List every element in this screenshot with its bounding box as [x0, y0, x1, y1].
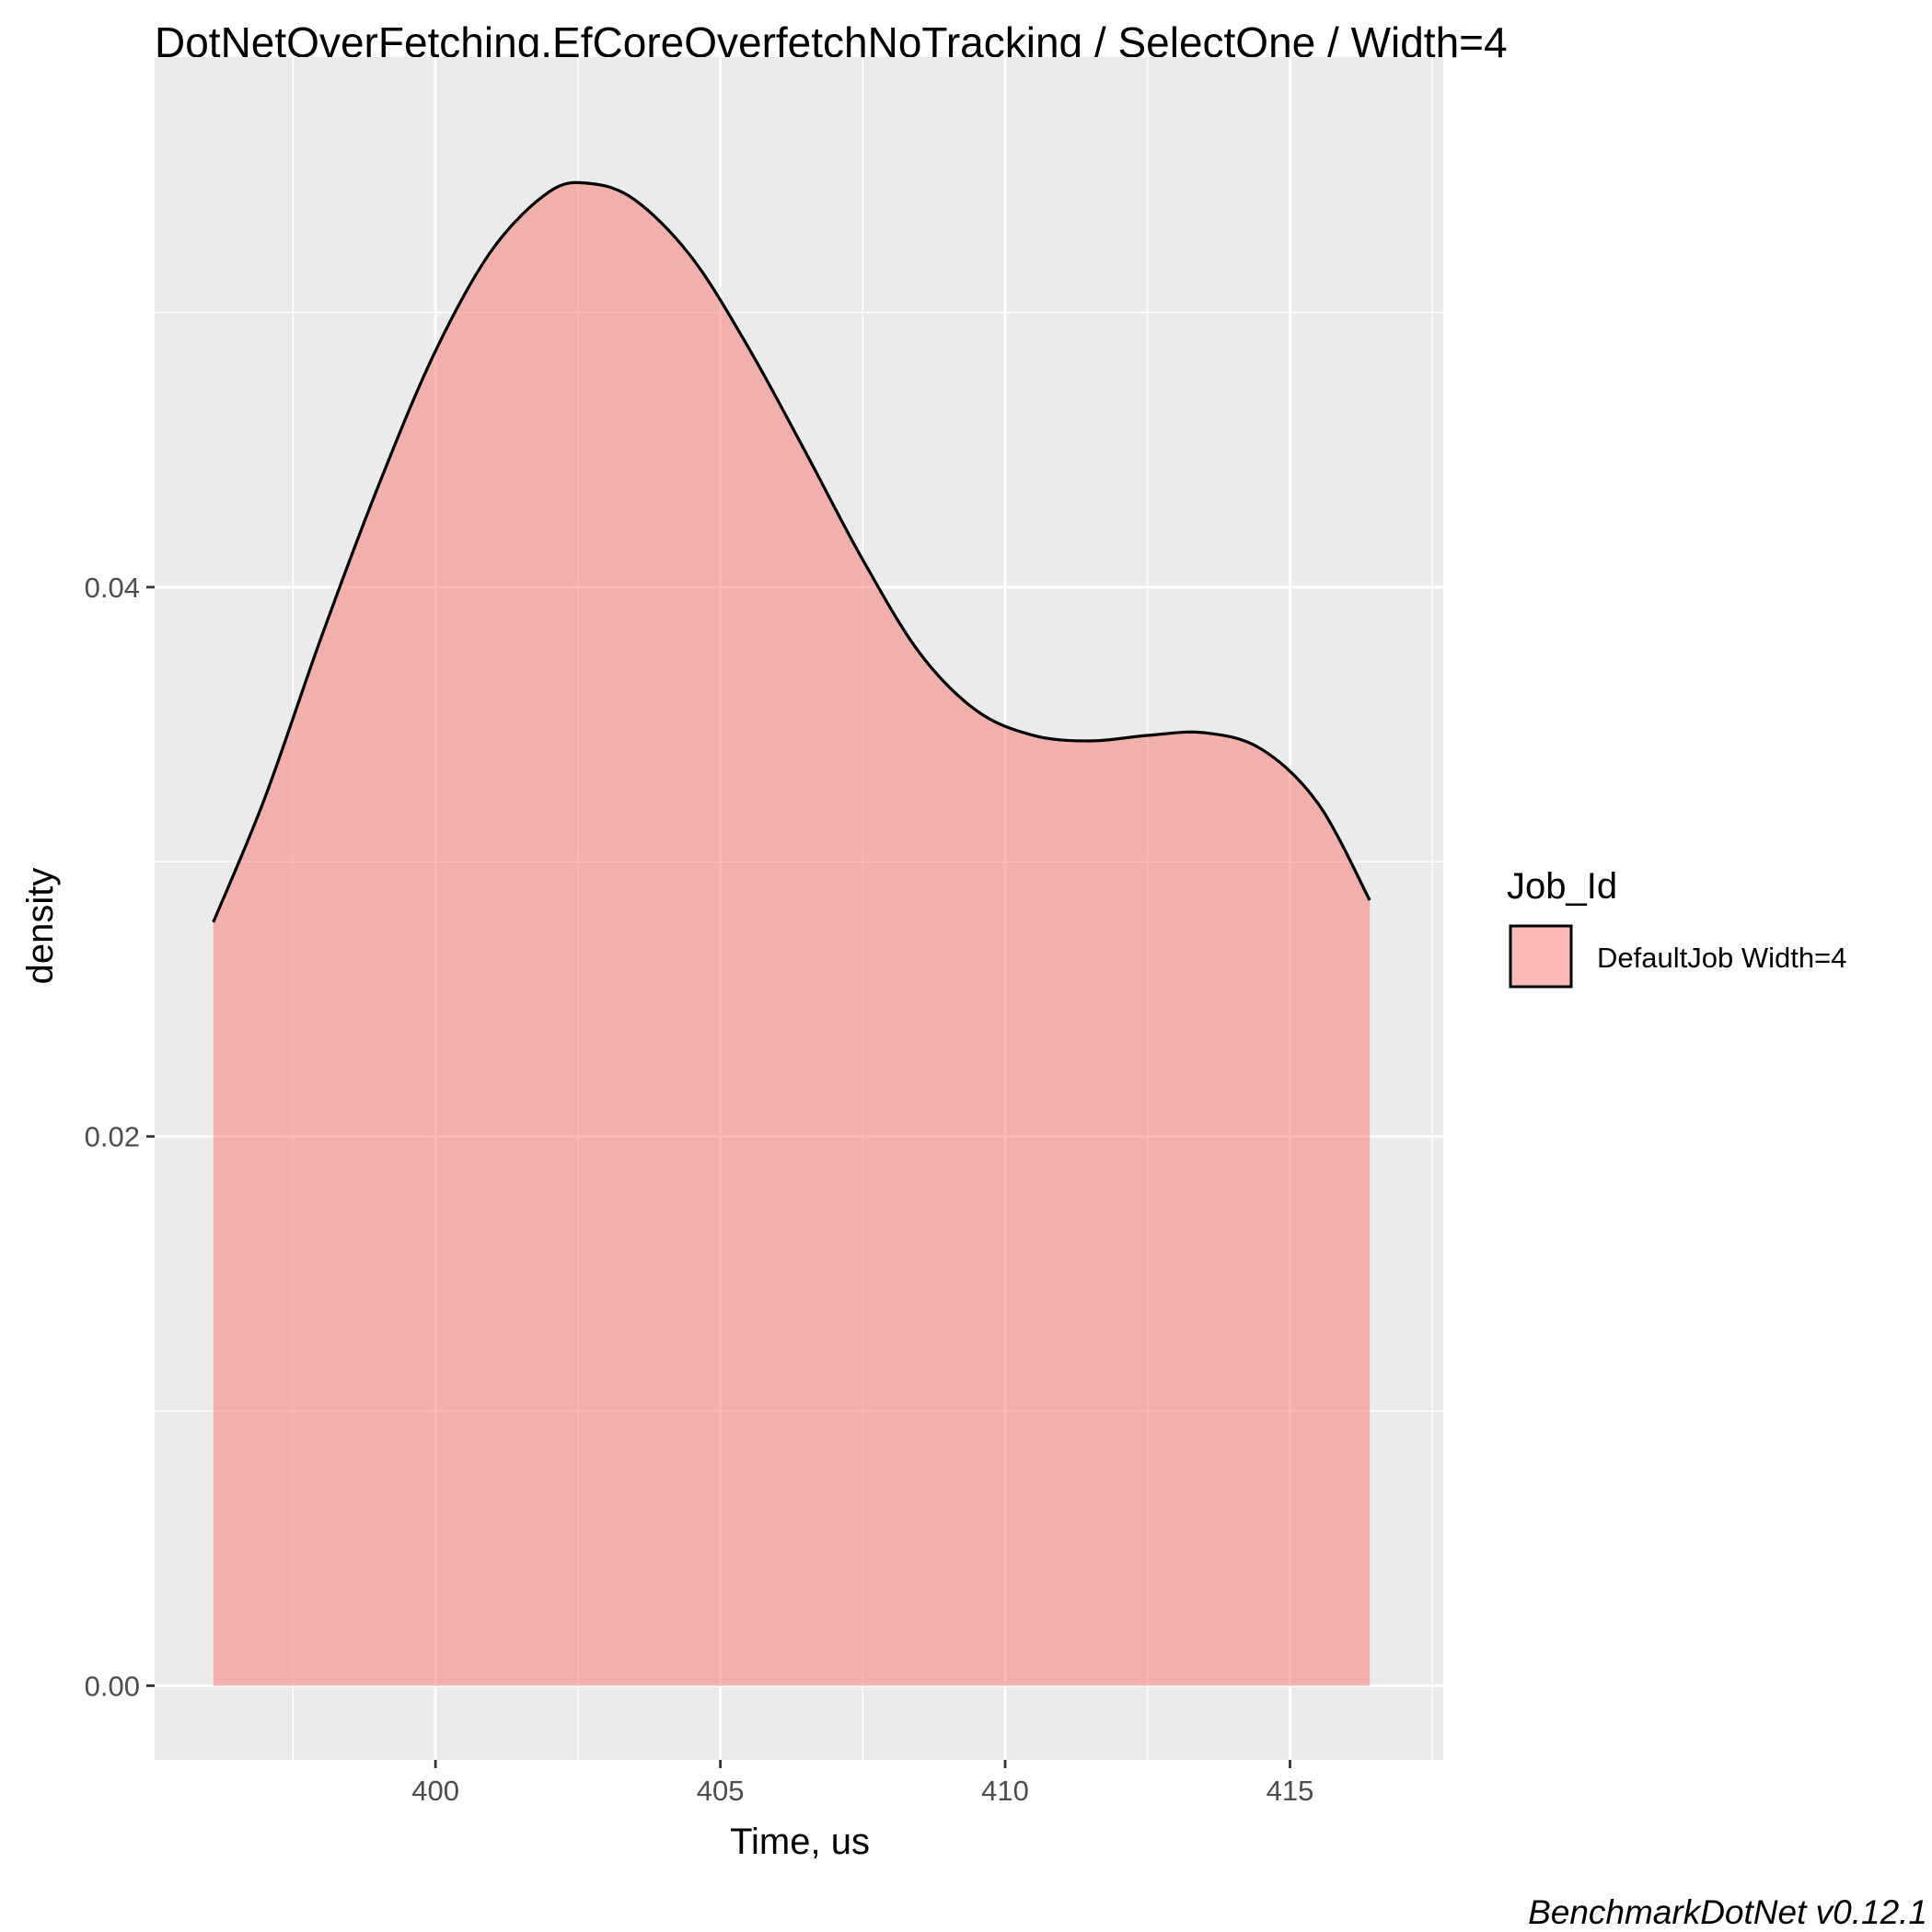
x-tick-label: 405	[697, 1775, 745, 1807]
x-axis: 400 405 410 415	[411, 1760, 1313, 1807]
density-area	[213, 182, 1371, 1686]
y-axis-title: density	[20, 868, 61, 985]
x-tick-label: 415	[1267, 1775, 1314, 1807]
x-tick-label: 410	[981, 1775, 1029, 1807]
x-axis-title: Time, us	[730, 1822, 870, 1862]
density-line	[212, 180, 1371, 923]
y-tick-label: 0.02	[85, 1121, 140, 1153]
legend-label: DefaultJob Width=4	[1597, 942, 1846, 974]
legend-title: Job_Id	[1507, 866, 1617, 907]
legend-key-swatch	[1509, 924, 1573, 989]
legend: Job_Id DefaultJob Width=4	[1507, 866, 1846, 989]
y-tick-label: 0.04	[85, 572, 140, 604]
density-series	[212, 180, 1371, 1686]
x-tick-label: 400	[411, 1775, 459, 1807]
y-axis: 0.00 0.02 0.04	[85, 572, 155, 1702]
y-tick-label: 0.00	[85, 1670, 140, 1702]
caption: BenchmarkDotNet v0.12.1	[1528, 1893, 1927, 1931]
